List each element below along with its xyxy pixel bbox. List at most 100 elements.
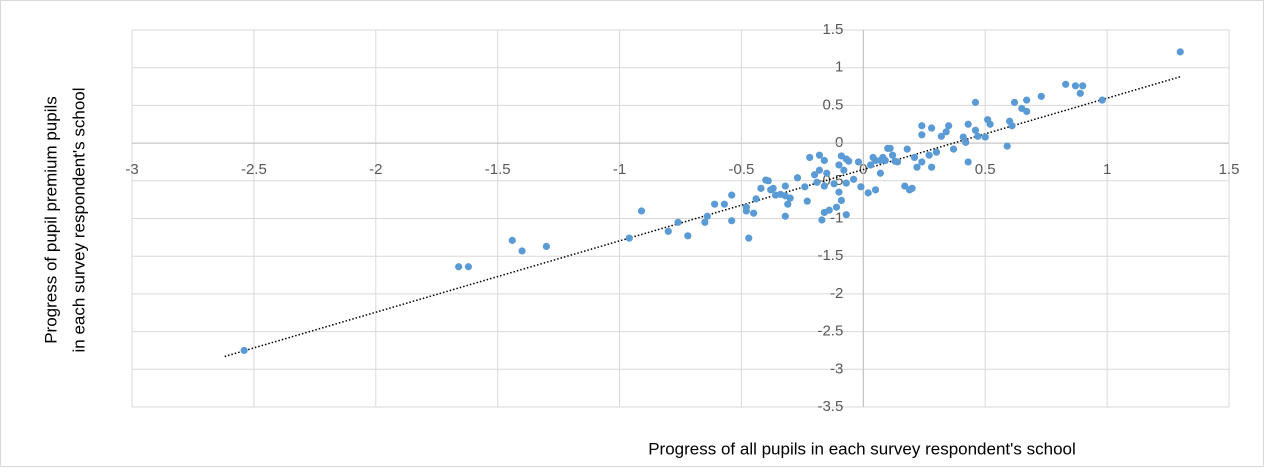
point (750, 209, 758, 217)
x-tick-label: -2.5 (241, 161, 267, 178)
point (1098, 96, 1106, 104)
point (918, 131, 926, 139)
point (945, 122, 953, 130)
y-tick-label: 0.5 (822, 96, 843, 113)
point (901, 182, 909, 190)
point (845, 157, 853, 165)
point (881, 156, 889, 165)
point (752, 195, 760, 203)
point (981, 133, 989, 141)
point (1062, 80, 1070, 88)
point (854, 158, 863, 166)
point (1010, 98, 1019, 106)
point (942, 128, 950, 136)
point (684, 232, 692, 240)
x-tick-label: 0.5 (975, 161, 996, 178)
x-tick-label: -1.5 (485, 161, 511, 178)
point (835, 188, 843, 196)
x-tick-label: -3 (125, 161, 138, 178)
point (1071, 82, 1080, 90)
point (1003, 142, 1011, 150)
point (703, 212, 711, 220)
point (932, 148, 941, 156)
point (701, 218, 709, 226)
point (1076, 89, 1084, 97)
point (835, 161, 843, 169)
point (857, 183, 865, 191)
x-axis-title: Progress of all pupils in each survey re… (648, 439, 1076, 458)
point (971, 98, 980, 106)
point (1008, 122, 1016, 130)
point (1079, 82, 1087, 90)
point (888, 151, 897, 159)
x-tick-label: -2 (369, 161, 382, 178)
point (903, 145, 911, 153)
point (825, 206, 833, 214)
point (815, 166, 824, 174)
point (728, 191, 736, 199)
point (455, 263, 463, 271)
point (864, 189, 872, 197)
point (964, 120, 972, 128)
point (786, 194, 794, 202)
point (781, 182, 789, 190)
point (971, 126, 980, 134)
point (913, 163, 921, 171)
point (745, 234, 753, 242)
x-tick-label: -1 (613, 161, 626, 178)
point (849, 175, 858, 183)
point (925, 151, 933, 159)
point (742, 203, 750, 211)
point (674, 218, 682, 226)
point (664, 227, 672, 235)
point (637, 207, 646, 215)
point (240, 346, 248, 355)
point (918, 122, 926, 130)
point (1023, 107, 1031, 116)
point (830, 180, 838, 188)
point (508, 236, 516, 244)
y-axis-title: Progress of pupil premium pupils (41, 96, 60, 344)
y-tick-label: -1.5 (817, 247, 843, 264)
point (1023, 96, 1031, 104)
point (820, 156, 828, 165)
point (815, 151, 824, 159)
y-tick-label: -1 (830, 209, 843, 226)
x-tick-label: -0.5 (729, 161, 755, 178)
point (518, 247, 526, 255)
point (801, 183, 809, 191)
point (813, 178, 821, 186)
y-tick-label: -3.5 (817, 398, 843, 415)
point (918, 158, 926, 166)
y-tick-label: 0 (835, 134, 843, 151)
point (464, 263, 473, 271)
y-tick-label: -2.5 (817, 323, 843, 340)
point (728, 217, 736, 225)
point (625, 234, 633, 242)
point (764, 177, 772, 185)
point (867, 161, 875, 169)
point (842, 179, 850, 187)
point (818, 216, 826, 224)
point (908, 184, 916, 192)
trendline (224, 76, 1181, 358)
point (1037, 92, 1045, 100)
point (781, 212, 789, 220)
point (784, 200, 792, 208)
point (964, 158, 972, 166)
point (840, 166, 848, 174)
x-tick-label: 1 (1103, 161, 1111, 178)
point (871, 186, 880, 194)
point (842, 211, 850, 219)
y-tick-label: 1 (835, 59, 843, 76)
point (810, 171, 819, 179)
x-tick-label: 1.5 (1219, 161, 1240, 178)
point (837, 196, 845, 205)
point (974, 132, 982, 140)
point (720, 200, 728, 208)
point (769, 184, 777, 192)
point (711, 200, 719, 208)
